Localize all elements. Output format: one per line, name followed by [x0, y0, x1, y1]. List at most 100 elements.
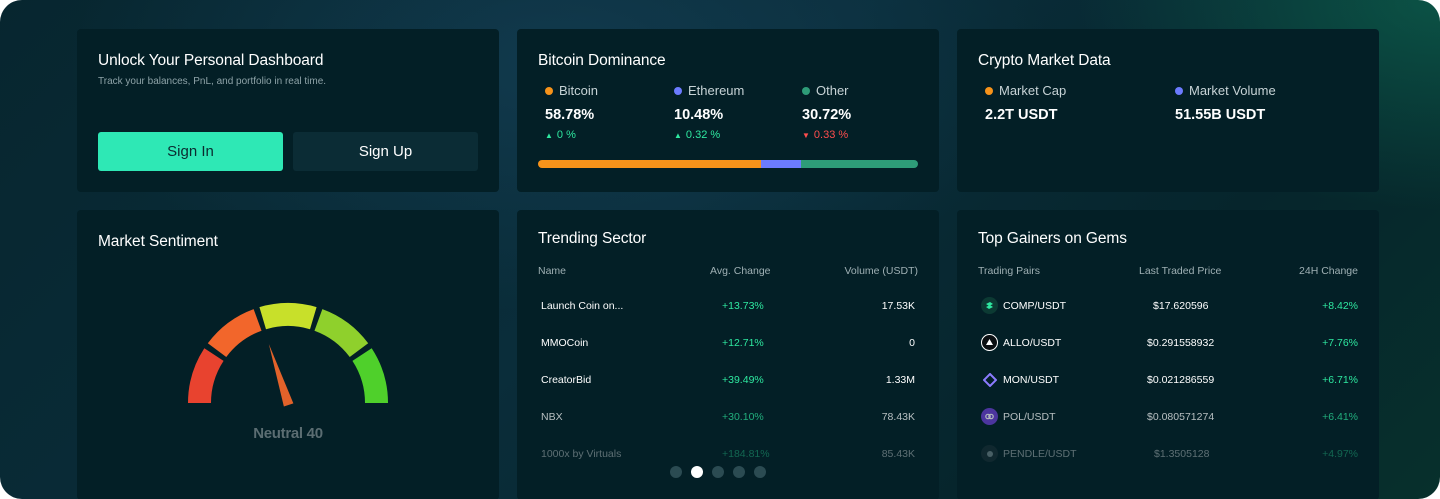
bitcoin-change: ▲ 0 % — [545, 129, 576, 141]
header-avg-change: Avg. Change — [710, 265, 771, 277]
legend-other: Other — [802, 83, 849, 98]
gauge-segment — [259, 303, 317, 330]
gauge-segment — [188, 348, 224, 403]
allo-icon — [981, 334, 998, 351]
gainers-title: Top Gainers on Gems — [978, 230, 1127, 247]
other-dot-icon — [802, 86, 810, 95]
trending-sector-card: Trending Sector Name Avg. Change Volume … — [517, 210, 939, 499]
arrow-up-icon: ▲ — [545, 131, 553, 140]
market-volume-dot-icon — [1175, 86, 1183, 95]
sector-change: +12.71% — [722, 337, 764, 349]
ethereum-dot-icon — [674, 86, 682, 95]
pager-dot[interactable] — [712, 466, 724, 478]
legend-label: Other — [816, 83, 849, 98]
carousel-pager — [670, 466, 766, 478]
sector-volume: 1.33M — [885, 374, 915, 386]
legend-label: Market Volume — [1189, 83, 1276, 98]
legend-label: Ethereum — [688, 83, 745, 98]
trending-title: Trending Sector — [538, 230, 647, 247]
mon-icon — [981, 371, 998, 388]
pendle-icon — [981, 445, 998, 462]
sector-change: +30.10% — [722, 411, 764, 423]
pair-change: +6.41% — [1322, 411, 1358, 423]
pol-icon — [981, 408, 998, 425]
pager-dot[interactable] — [733, 466, 745, 478]
sign-in-button[interactable]: Sign In — [98, 132, 283, 171]
pair-change: +7.76% — [1322, 337, 1358, 349]
sector-volume: 17.53K — [881, 300, 915, 312]
change-value: 0.33 % — [813, 129, 849, 141]
arrow-down-icon: ▼ — [802, 131, 810, 140]
bitcoin-dot-icon — [545, 86, 553, 95]
gauge-segment — [207, 309, 262, 357]
login-subtitle: Track your balances, PnL, and portfolio … — [98, 76, 327, 87]
other-share: 30.72% — [802, 107, 852, 123]
legend-label: Market Cap — [999, 83, 1067, 98]
arrow-up-icon: ▲ — [674, 131, 682, 140]
comp-icon — [981, 297, 998, 314]
market-volume-value: 51.55B USDT — [1175, 107, 1266, 123]
sentiment-label: Neutral 40 — [253, 425, 323, 442]
pager-dot[interactable] — [691, 466, 703, 478]
ethereum-share: 10.48% — [674, 107, 724, 123]
header-trading-pairs: Trading Pairs — [978, 265, 1041, 277]
legend-bitcoin: Bitcoin — [545, 83, 598, 98]
header-24h-change: 24H Change — [1299, 265, 1358, 277]
legend-label: Bitcoin — [559, 83, 599, 98]
legend-market-volume: Market Volume — [1175, 83, 1276, 98]
market-sentiment-card: Market Sentiment Neutral 40 — [77, 210, 499, 499]
pair-change: +6.71% — [1322, 374, 1358, 386]
gauge-needle — [268, 344, 294, 407]
pair-change: +8.42% — [1322, 300, 1358, 312]
legend-ethereum: Ethereum — [674, 83, 744, 98]
top-gainers-card: Top Gainers on Gems Trading Pairs Last T… — [957, 210, 1379, 499]
ethereum-bar-segment — [761, 160, 802, 168]
header-name: Name — [538, 265, 567, 277]
gauge-segment — [352, 348, 388, 403]
sector-name: Launch Coin on... — [541, 300, 624, 312]
sector-change: +39.49% — [722, 374, 764, 386]
market-data-title: Crypto Market Data — [978, 52, 1111, 69]
pair-name: POL/USDT — [1003, 411, 1056, 423]
dominance-title: Bitcoin Dominance — [538, 52, 666, 69]
market-cap-value: 2.2T USDT — [985, 107, 1058, 123]
pair-price: $0.291558932 — [1147, 337, 1215, 349]
sector-volume: 85.43K — [881, 448, 915, 460]
sector-name: CreatorBid — [541, 374, 592, 386]
login-card: Unlock Your Personal Dashboard Track you… — [77, 29, 499, 192]
sentiment-title: Market Sentiment — [98, 233, 218, 250]
pager-dot[interactable] — [670, 466, 682, 478]
legend-market-cap: Market Cap — [985, 83, 1066, 98]
market-data-card: Crypto Market Data Market Cap Market Vol… — [957, 29, 1379, 192]
sector-volume: 78.43K — [881, 411, 915, 423]
market-cap-dot-icon — [985, 86, 993, 95]
ethereum-change: ▲ 0.32 % — [674, 129, 720, 141]
pair-name: COMP/USDT — [1003, 300, 1066, 312]
pair-price: $1.3505128 — [1154, 448, 1210, 460]
sector-change: +13.73% — [722, 300, 764, 312]
pair-name: PENDLE/USDT — [1003, 448, 1077, 460]
pager-dot[interactable] — [754, 466, 766, 478]
sign-up-button[interactable]: Sign Up — [293, 132, 478, 171]
change-value: 0.32 % — [685, 129, 721, 141]
other-change: ▼ 0.33 % — [802, 129, 848, 141]
pair-name: MON/USDT — [1003, 374, 1059, 386]
dominance-bar — [538, 160, 918, 168]
gauge-segment — [314, 309, 369, 357]
bitcoin-dominance-card: Bitcoin Dominance Bitcoin Ethereum Other… — [517, 29, 939, 192]
change-value: 0 % — [556, 129, 576, 141]
bitcoin-share: 58.78% — [545, 107, 595, 123]
header-last-price: Last Traded Price — [1139, 265, 1222, 277]
other-bar-segment — [801, 160, 918, 168]
sector-name: MMOCoin — [541, 337, 589, 349]
pair-price: $0.080571274 — [1147, 411, 1215, 423]
header-volume: Volume (USDT) — [844, 265, 918, 277]
bitcoin-bar-segment — [538, 160, 762, 168]
pair-price: $0.021286559 — [1147, 374, 1215, 386]
pair-price: $17.620596 — [1153, 300, 1209, 312]
pair-change: +4.97% — [1322, 448, 1358, 460]
sector-change: +184.81% — [722, 448, 770, 460]
login-title: Unlock Your Personal Dashboard — [98, 52, 324, 69]
sentiment-gauge — [188, 303, 388, 407]
